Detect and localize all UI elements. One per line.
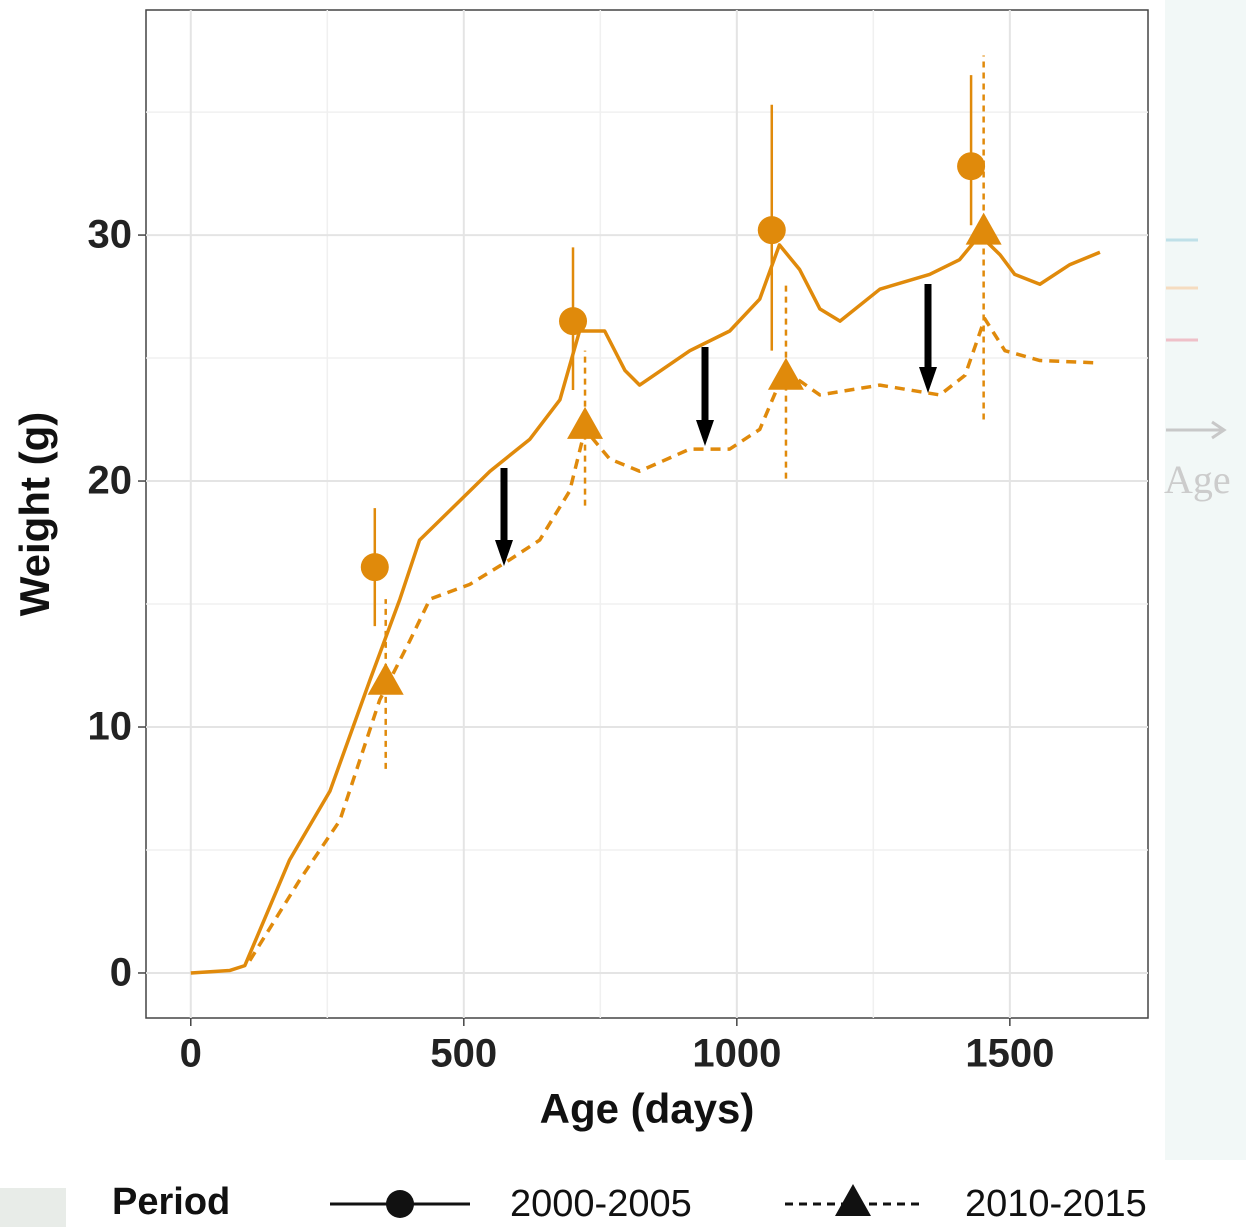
series-line [248, 316, 1101, 962]
x-axis-title: Age (days) [540, 1085, 755, 1132]
x-tick-label: 1000 [692, 1032, 781, 1076]
point [757, 216, 786, 245]
legend-marker [386, 1190, 414, 1218]
point [367, 662, 404, 695]
point [567, 406, 604, 439]
y-tick-label: 30 [88, 213, 133, 257]
point [559, 307, 588, 336]
point [767, 357, 804, 390]
background-panel [1165, 0, 1246, 1160]
annotations [495, 284, 937, 566]
arrow-head [919, 367, 937, 393]
x-tick-label: 0 [180, 1032, 202, 1076]
x-tick-label: 500 [430, 1032, 497, 1076]
point [957, 152, 986, 181]
y-tick-label: 10 [88, 705, 133, 749]
arrow-head [696, 420, 714, 446]
legend-label: 2010-2015 [965, 1183, 1147, 1225]
grid [146, 10, 1148, 1018]
lines [190, 55, 1101, 975]
y-axis-title: Weight (g) [11, 412, 58, 617]
point [360, 553, 389, 582]
arrow-head [495, 540, 513, 566]
y-tick-label: 20 [88, 459, 133, 503]
background-image [0, 1188, 66, 1227]
legend-marker [835, 1184, 871, 1216]
legend-title: Period [112, 1181, 230, 1223]
x-tick-label: 1500 [965, 1032, 1054, 1076]
background-arrow [1166, 420, 1227, 440]
point [965, 212, 1002, 245]
legend-label: 2000-2005 [510, 1183, 692, 1225]
plot-panel [145, 9, 1149, 1019]
background-text: Age [1164, 457, 1231, 502]
y-tick-label: 0 [110, 951, 132, 995]
